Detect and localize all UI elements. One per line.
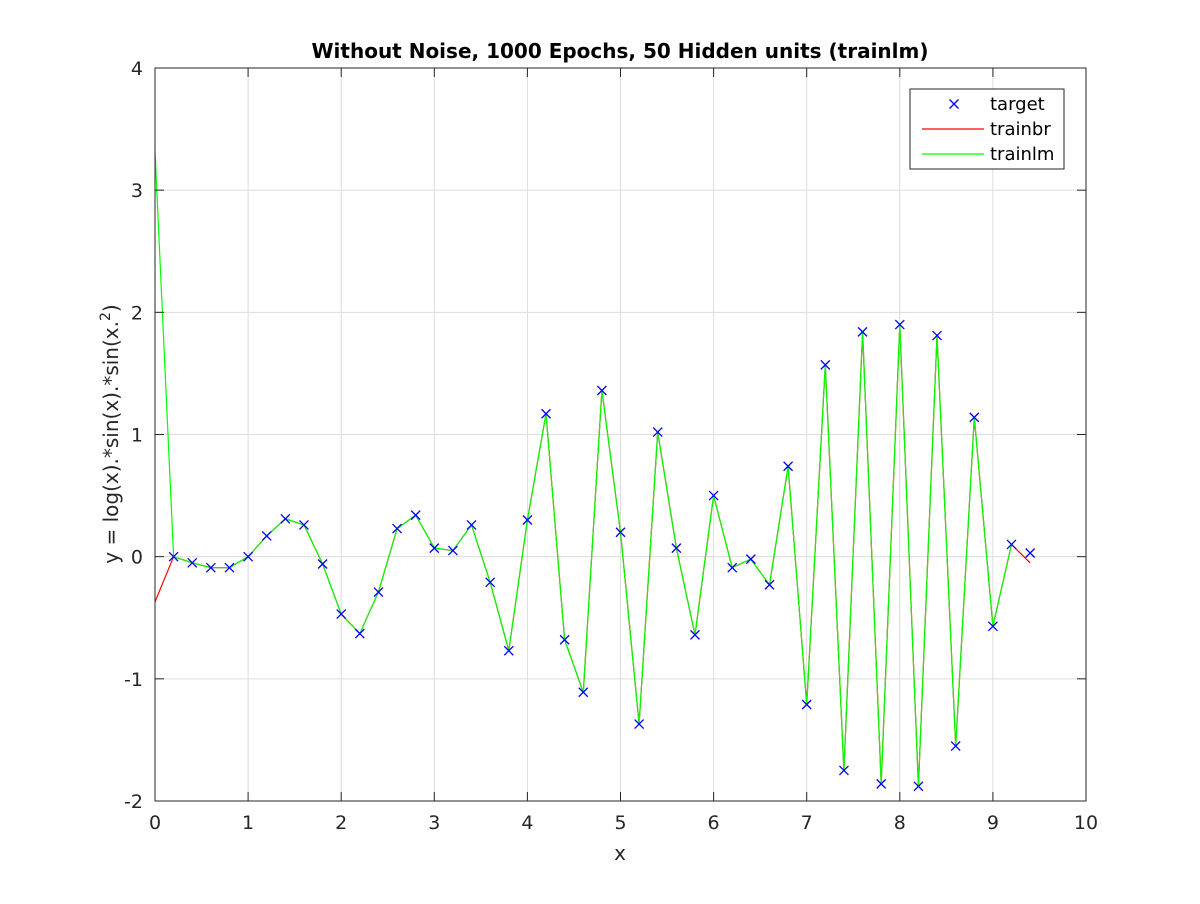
legend-label-trainbr: trainbr bbox=[990, 119, 1051, 140]
target-marker bbox=[820, 359, 831, 370]
x-tick-label: 7 bbox=[801, 812, 813, 834]
target-marker bbox=[447, 545, 458, 556]
target-marker bbox=[764, 579, 775, 590]
target-marker bbox=[671, 543, 682, 554]
x-tick-label: 0 bbox=[149, 812, 161, 834]
target-marker bbox=[317, 559, 328, 569]
target-marker bbox=[801, 699, 812, 710]
target-marker bbox=[708, 490, 719, 501]
target-marker bbox=[522, 515, 533, 525]
target-marker bbox=[373, 587, 384, 598]
target-marker bbox=[503, 645, 514, 656]
target-marker bbox=[894, 319, 905, 330]
tick-labels: 0 1 2 3 4 5 6 7 8 9 10 -2 -1 0 1 2 3 4 bbox=[124, 58, 1098, 834]
legend-label-target: target bbox=[990, 94, 1045, 115]
target-marker bbox=[299, 519, 309, 530]
target-marker bbox=[559, 634, 570, 645]
target-marker bbox=[727, 562, 738, 573]
y-tick-label: -1 bbox=[124, 669, 143, 691]
y-tick-label: 2 bbox=[131, 302, 143, 324]
target-marker bbox=[168, 551, 179, 562]
target-marker bbox=[690, 629, 700, 640]
x-axis-label: x bbox=[614, 841, 626, 865]
chart-title: Without Noise, 1000 Epochs, 50 Hidden un… bbox=[311, 39, 928, 63]
legend-swatches bbox=[922, 99, 984, 155]
target-marker bbox=[987, 621, 998, 632]
target-marker bbox=[187, 557, 198, 568]
y-tick-label: 0 bbox=[131, 547, 143, 569]
x-tick-label: 10 bbox=[1074, 812, 1098, 834]
target-marker bbox=[336, 609, 347, 620]
target-marker bbox=[410, 510, 421, 521]
target-marker bbox=[652, 427, 663, 438]
y-tick-label: 1 bbox=[131, 425, 143, 447]
target-marker bbox=[783, 461, 794, 472]
legend-swatch-target bbox=[949, 99, 959, 109]
target-marker bbox=[243, 551, 254, 562]
target-marker bbox=[205, 562, 216, 573]
target-marker bbox=[224, 562, 235, 573]
target-marker bbox=[857, 326, 868, 337]
x-tick-label: 9 bbox=[987, 812, 999, 834]
y-tick-label: 3 bbox=[131, 180, 143, 202]
target-marker bbox=[950, 741, 961, 751]
ticks bbox=[154, 67, 1087, 802]
target-marker bbox=[634, 719, 645, 729]
y-tick-label: -2 bbox=[124, 791, 143, 813]
x-tick-label: 5 bbox=[614, 812, 626, 834]
target-marker bbox=[615, 527, 626, 538]
target-marker bbox=[392, 523, 403, 534]
legend-label-trainlm: trainlm bbox=[990, 144, 1054, 165]
target-marker bbox=[429, 543, 440, 554]
legend: target trainbr trainlm bbox=[909, 88, 1065, 170]
x-tick-label: 2 bbox=[335, 812, 347, 834]
target-marker bbox=[354, 628, 365, 639]
target-marker bbox=[745, 554, 756, 565]
target-marker bbox=[1025, 548, 1036, 558]
target-marker bbox=[596, 385, 607, 396]
target-marker bbox=[838, 765, 849, 776]
target-marker bbox=[578, 687, 589, 698]
series-layer bbox=[154, 151, 1036, 792]
x-tick-label: 6 bbox=[708, 812, 720, 834]
y-axis-label: y = log(x).*sin(x).*sin(x.2) bbox=[98, 304, 123, 563]
target-marker bbox=[1006, 539, 1017, 550]
x-tick-label: 3 bbox=[428, 812, 440, 834]
x-tick-label: 1 bbox=[242, 812, 254, 834]
target-marker bbox=[485, 577, 496, 588]
x-tick-label: 8 bbox=[894, 812, 906, 834]
target-marker bbox=[541, 408, 551, 419]
target-marker bbox=[932, 330, 942, 341]
y-tick-label: 4 bbox=[131, 58, 143, 80]
target-marker bbox=[913, 781, 924, 792]
target-marker bbox=[280, 513, 291, 524]
x-tick-label: 4 bbox=[521, 812, 533, 834]
target-marker bbox=[876, 778, 887, 789]
target-marker bbox=[261, 530, 272, 541]
target-marker bbox=[466, 519, 477, 530]
target-marker bbox=[969, 412, 980, 423]
